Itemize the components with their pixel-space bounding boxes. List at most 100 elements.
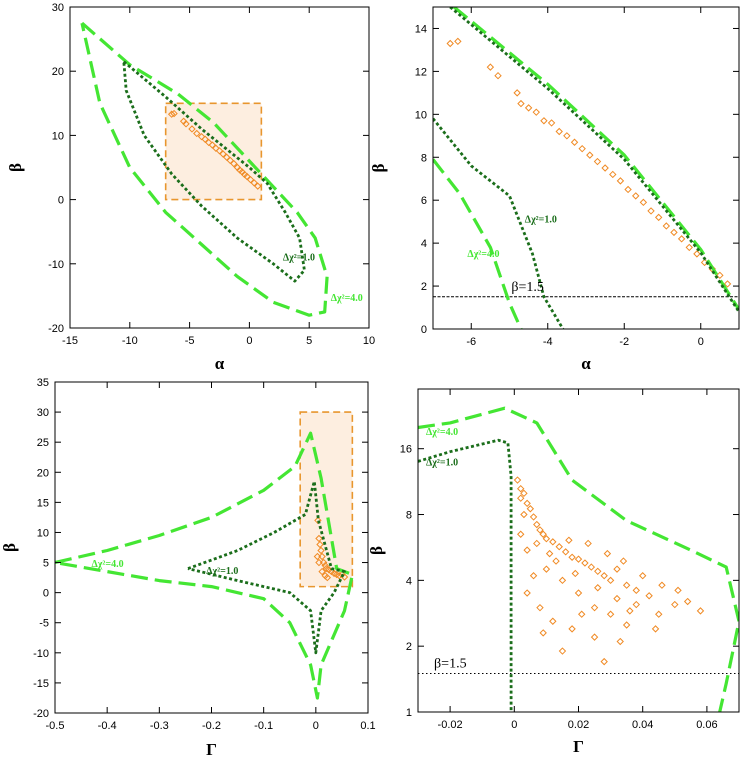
scatter-point	[606, 576, 615, 585]
plot-area	[433, 7, 739, 329]
y-tick-label: 2	[406, 641, 412, 653]
scatter-point	[243, 172, 251, 181]
y-tick-label: 0	[43, 588, 49, 600]
scatter-point	[626, 607, 634, 615]
scatter-point	[246, 175, 255, 184]
scatter-point	[454, 37, 462, 46]
beta-threshold-label: β=1.5	[511, 280, 544, 295]
y-tick-label: 10	[415, 109, 427, 121]
x-tick-label: 0	[313, 720, 319, 732]
scatter-point	[523, 499, 531, 508]
scatter-point	[526, 505, 535, 513]
contour-dchi2-4	[452, 7, 739, 311]
scatter-point	[193, 129, 201, 138]
scatter-point	[555, 127, 563, 136]
y-tick-label: -20	[48, 323, 64, 335]
scatter-point	[638, 572, 647, 580]
scatter-point	[524, 104, 533, 112]
scatter-point	[594, 567, 602, 576]
x-tick-label: -0.2	[202, 720, 221, 732]
scatter-point	[570, 138, 579, 146]
x-tick-label: 5	[306, 335, 312, 347]
contour-annotation: Δχ²=1.0	[283, 253, 315, 264]
scatter-point	[523, 546, 531, 554]
scatter-point	[226, 156, 234, 165]
x-tick-label: -0.4	[98, 720, 117, 732]
y-tick-label: 2	[421, 281, 427, 293]
plot-area	[80, 21, 329, 317]
x-axis-label: Γ	[573, 737, 584, 756]
y-tick-label: 8	[406, 510, 412, 522]
y-axis-label: β	[367, 546, 386, 555]
scatter-point	[683, 597, 692, 606]
scatter-point	[517, 99, 525, 108]
scatter-point	[616, 637, 624, 646]
scatter-point	[317, 546, 325, 555]
scatter-point	[205, 138, 213, 147]
y-axis-label: β	[6, 163, 25, 172]
scatter-point	[601, 164, 609, 172]
scatter-point	[212, 144, 220, 152]
contour-annotation: Δχ²=1.0	[525, 215, 557, 226]
x-tick-label: 0	[698, 336, 704, 348]
y-tick-label: -10	[48, 259, 64, 271]
scatter-point	[536, 603, 544, 612]
zoom-region-box	[164, 102, 263, 201]
scatter-point	[561, 548, 570, 556]
scatter-point	[616, 177, 625, 185]
scatter-point	[316, 540, 324, 549]
y-tick-label: 35	[37, 377, 49, 389]
scatter-point	[170, 109, 178, 118]
contour-dchi2-4	[55, 431, 354, 700]
scatter-point	[568, 553, 576, 561]
y-tick-label: -20	[33, 708, 49, 720]
scatter-point	[542, 535, 551, 543]
scatter-point	[539, 629, 547, 637]
scatter-point	[335, 572, 344, 580]
y-tick-label: 25	[37, 437, 49, 449]
scatter-point	[318, 567, 326, 576]
scatter-point	[613, 565, 621, 573]
x-tick-label: -2	[619, 336, 629, 348]
scatter-point	[250, 179, 258, 187]
x-tick-label: -6	[466, 336, 476, 348]
y-tick-label: 14	[415, 23, 427, 35]
scatter-point	[593, 157, 602, 166]
scatter-point	[696, 607, 705, 615]
scatter-point	[632, 586, 640, 595]
y-tick-label: 20	[37, 467, 49, 479]
scatter-point	[603, 549, 612, 558]
x-tick-label: -0.02	[438, 719, 463, 731]
scatter-point	[600, 572, 608, 580]
contour-dchi2-4	[418, 406, 739, 712]
scatter-point	[555, 543, 563, 551]
scatter-point	[315, 558, 323, 567]
scatter-point	[315, 534, 323, 543]
scatter-point	[632, 192, 640, 200]
scatter-point	[590, 603, 599, 612]
contour-dchi2-1	[433, 117, 565, 329]
scatter-point	[658, 581, 666, 589]
contour-annotation: Δχ²=4.0	[426, 427, 458, 438]
scatter-point	[563, 132, 571, 140]
scatter-point	[655, 610, 663, 618]
scatter-point	[624, 185, 632, 194]
y-tick-label: 0	[421, 324, 427, 336]
scatter-point	[230, 159, 238, 168]
y-tick-label: 4	[406, 575, 412, 587]
y-tick-label: 10	[37, 527, 49, 539]
scatter-point	[574, 589, 583, 597]
scatter-point	[609, 170, 617, 179]
scatter-point	[587, 563, 596, 571]
scatter-point	[549, 617, 557, 625]
y-tick-label: -5	[39, 618, 49, 630]
scatter-point	[222, 153, 231, 161]
contour-dchi2-4	[433, 158, 523, 329]
scatter-point	[586, 151, 594, 159]
scatter-point	[513, 476, 522, 484]
scatter-point	[622, 581, 631, 589]
y-axis-label: β	[0, 543, 19, 552]
panel-b: -6 -4 -2 0 0 2 4 6 8 10 12 14 α β Δχ²=1.0 Δχ²=4.0 β=1.5	[369, 6, 740, 373]
x-tick-label: 0.1	[360, 720, 375, 732]
y-tick-label: 20	[52, 66, 64, 78]
